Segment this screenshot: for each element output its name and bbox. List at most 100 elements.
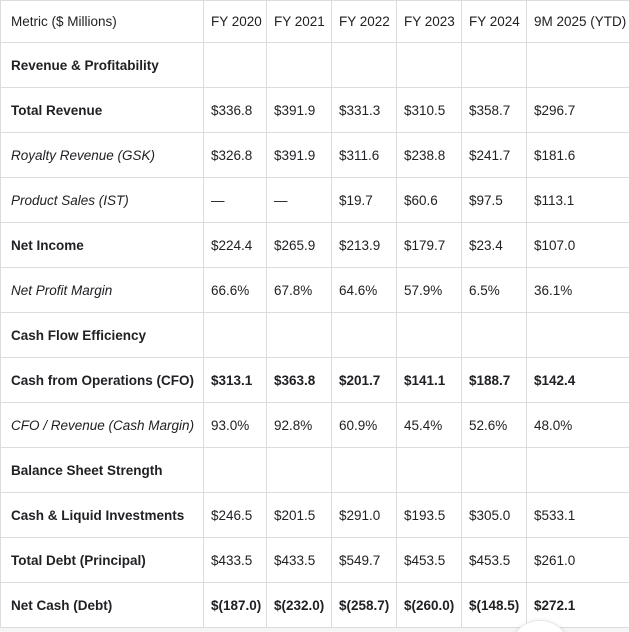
value-cell: $358.7	[461, 87, 527, 133]
column-header: FY 2024	[461, 0, 527, 43]
metric-label: Cash from Operations (CFO)	[0, 357, 204, 403]
value-cell	[526, 42, 629, 88]
value-cell	[461, 312, 527, 358]
value-cell: $141.1	[396, 357, 462, 403]
value-cell: $291.0	[331, 492, 397, 538]
value-cell: $213.9	[331, 222, 397, 268]
section-label: Cash Flow Efficiency	[0, 312, 204, 358]
value-cell: 64.6%	[331, 267, 397, 313]
value-cell: $23.4	[461, 222, 527, 268]
page-background-strip	[0, 628, 629, 632]
section-label: Balance Sheet Strength	[0, 447, 204, 493]
value-cell	[203, 312, 267, 358]
value-cell: 45.4%	[396, 402, 462, 448]
value-cell: $188.7	[461, 357, 527, 403]
column-header: FY 2021	[266, 0, 332, 43]
table-body: Revenue & Profitability Total Revenue $336…	[0, 42, 629, 628]
value-cell: $391.9	[266, 87, 332, 133]
value-cell: $(258.7)	[331, 582, 397, 628]
metric-label: Product Sales (IST)	[0, 177, 204, 223]
section-row: Balance Sheet Strength	[0, 447, 629, 493]
value-cell: $433.5	[266, 537, 332, 583]
section-row: Cash Flow Efficiency	[0, 312, 629, 358]
value-cell: $533.1	[526, 492, 629, 538]
value-cell	[331, 447, 397, 493]
value-cell: $363.8	[266, 357, 332, 403]
table-row: Net Profit Margin 66.6% 67.8% 64.6% 57.9% 6.5…	[0, 267, 629, 313]
value-cell: $238.8	[396, 132, 462, 178]
value-cell: $296.7	[526, 87, 629, 133]
value-cell: $261.0	[526, 537, 629, 583]
value-cell: 57.9%	[396, 267, 462, 313]
value-cell: $(187.0)	[203, 582, 267, 628]
value-cell: 36.1%	[526, 267, 629, 313]
value-cell: $193.5	[396, 492, 462, 538]
value-cell	[461, 42, 527, 88]
metric-label: Total Debt (Principal)	[0, 537, 204, 583]
header-row: Metric ($ Millions) FY 2020 FY 2021 FY 2022…	[0, 0, 629, 43]
table-row: CFO / Revenue (Cash Margin) 93.0% 92.8% 60.…	[0, 402, 629, 448]
value-cell: $453.5	[396, 537, 462, 583]
value-cell: $313.1	[203, 357, 267, 403]
value-cell: $549.7	[331, 537, 397, 583]
value-cell: $246.5	[203, 492, 267, 538]
value-cell: $107.0	[526, 222, 629, 268]
value-cell	[396, 312, 462, 358]
value-cell: $310.5	[396, 87, 462, 133]
value-cell	[526, 312, 629, 358]
table-row: Total Revenue $336.8 $391.9 $331.3 $310.5 $35…	[0, 87, 629, 133]
table-row: Product Sales (IST) — — $19.7 $60.6 $97.5 $113…	[0, 177, 629, 223]
metric-label: Net Income	[0, 222, 204, 268]
metric-label: Cash & Liquid Investments	[0, 492, 204, 538]
value-cell: 93.0%	[203, 402, 267, 448]
value-cell	[331, 42, 397, 88]
value-cell: $311.6	[331, 132, 397, 178]
value-cell: $(148.5)	[461, 582, 527, 628]
column-header: FY 2020	[203, 0, 267, 43]
table-row: Royalty Revenue (GSK) $326.8 $391.9 $311.6 $…	[0, 132, 629, 178]
value-cell: $60.6	[396, 177, 462, 223]
metric-label: Net Profit Margin	[0, 267, 204, 313]
value-cell	[331, 312, 397, 358]
value-cell: $113.1	[526, 177, 629, 223]
value-cell: 48.0%	[526, 402, 629, 448]
value-cell	[396, 42, 462, 88]
value-cell: —	[203, 177, 267, 223]
metric-label: CFO / Revenue (Cash Margin)	[0, 402, 204, 448]
table-row: Total Debt (Principal) $433.5 $433.5 $549.7…	[0, 537, 629, 583]
column-header: FY 2022	[331, 0, 397, 43]
value-cell	[203, 42, 267, 88]
table-row: Net Income $224.4 $265.9 $213.9 $179.7 $23.4 $…	[0, 222, 629, 268]
value-cell: 60.9%	[331, 402, 397, 448]
value-cell	[526, 447, 629, 493]
metric-label: Royalty Revenue (GSK)	[0, 132, 204, 178]
value-cell	[266, 312, 332, 358]
metric-label: Total Revenue	[0, 87, 204, 133]
value-cell: $265.9	[266, 222, 332, 268]
table-row: Net Cash (Debt) $(187.0) $(232.0) $(258.7) $…	[0, 582, 629, 628]
table-row: Cash from Operations (CFO) $313.1 $363.8 $2…	[0, 357, 629, 403]
column-header: FY 2023	[396, 0, 462, 43]
value-cell: $331.3	[331, 87, 397, 133]
value-cell: —	[266, 177, 332, 223]
value-cell: $241.7	[461, 132, 527, 178]
section-label: Revenue & Profitability	[0, 42, 204, 88]
column-header-metric: Metric ($ Millions)	[0, 0, 204, 43]
value-cell: 92.8%	[266, 402, 332, 448]
value-cell	[461, 447, 527, 493]
value-cell: $433.5	[203, 537, 267, 583]
metric-label: Net Cash (Debt)	[0, 582, 204, 628]
value-cell	[266, 447, 332, 493]
value-cell: 66.6%	[203, 267, 267, 313]
value-cell: $97.5	[461, 177, 527, 223]
value-cell: 67.8%	[266, 267, 332, 313]
value-cell	[203, 447, 267, 493]
value-cell: $336.8	[203, 87, 267, 133]
value-cell: 6.5%	[461, 267, 527, 313]
value-cell: $(232.0)	[266, 582, 332, 628]
value-cell: $(260.0)	[396, 582, 462, 628]
value-cell: $391.9	[266, 132, 332, 178]
value-cell: $224.4	[203, 222, 267, 268]
value-cell: $305.0	[461, 492, 527, 538]
